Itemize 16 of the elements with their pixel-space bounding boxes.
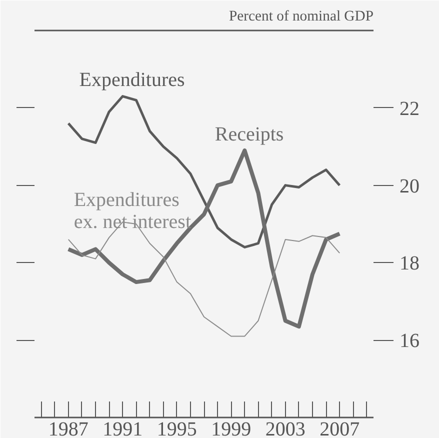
series-label: Expenditures	[79, 69, 185, 92]
series-label: Expenditures ex. net interest	[74, 189, 192, 234]
x-tick-label: 1995	[156, 418, 197, 438]
x-tick-label: 1991	[102, 418, 143, 438]
x-tick-label: 1987	[48, 418, 88, 438]
chart-title: Percent of nominal GDP	[229, 8, 374, 24]
line-series	[67, 95, 341, 248]
series-label: Receipts	[214, 123, 284, 146]
x-tick-label: 2003	[265, 418, 306, 438]
y-tick-label: 16	[400, 330, 420, 352]
x-tick-label: 2007	[320, 418, 360, 438]
y-tick-label: 20	[400, 175, 420, 198]
y-tick-label: 18	[400, 252, 420, 275]
y-tick-label: 22	[400, 98, 420, 120]
x-tick-label: 1999	[211, 418, 252, 438]
line-series	[66, 148, 342, 329]
